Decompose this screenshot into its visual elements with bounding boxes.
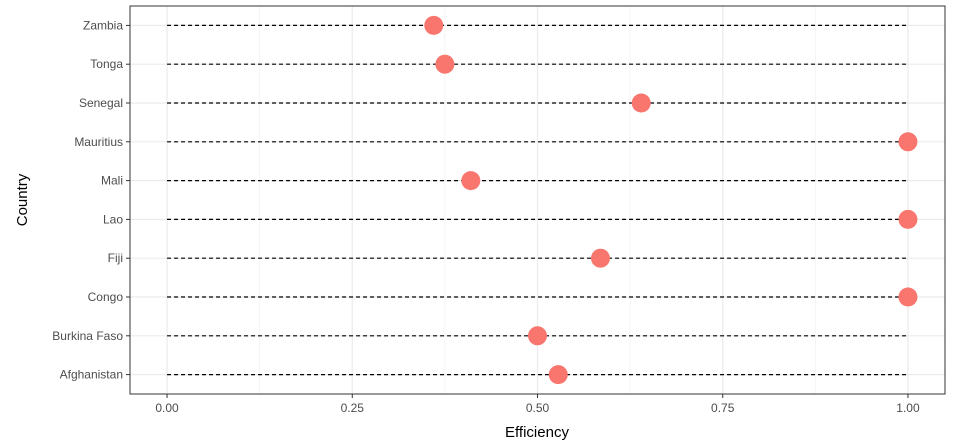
grid-lines: [130, 6, 945, 394]
y-tick-label: Mauritius: [74, 135, 123, 149]
y-tick-label: Congo: [88, 290, 124, 304]
y-tick-label: Fiji: [108, 251, 123, 265]
data-point: [461, 171, 481, 191]
data-point: [631, 93, 651, 113]
x-tick-label: 0.75: [711, 401, 735, 415]
x-tick-label: 1.00: [896, 401, 920, 415]
y-tick-label: Afghanistan: [60, 368, 123, 382]
y-tick-label: Lao: [103, 212, 123, 226]
y-axis: Zambia Tonga Senegal Mauritius Mali Lao Fiji Co…: [52, 18, 130, 382]
x-axis: 0.00 0.25 0.50 0.75 1.00: [155, 394, 920, 415]
x-tick-label: 0.50: [526, 401, 550, 415]
data-point: [435, 54, 455, 74]
y-axis-title: Country: [14, 173, 31, 226]
data-point: [548, 365, 568, 385]
data-point: [590, 248, 610, 268]
x-axis-title: Efficiency: [505, 424, 569, 441]
data-point: [424, 15, 444, 35]
y-tick-label: Tonga: [90, 57, 123, 71]
data-point: [528, 326, 547, 346]
y-tick-label: Mali: [101, 174, 123, 188]
data-point: [898, 287, 918, 307]
x-tick-label: 0.00: [155, 401, 179, 415]
y-tick-label: Burkina Faso: [52, 329, 123, 343]
data-points: [424, 15, 918, 385]
data-point: [898, 209, 918, 229]
x-tick-label: 0.25: [341, 401, 365, 415]
y-tick-label: Zambia: [83, 18, 123, 32]
dashed-reference-lines: [167, 24, 908, 376]
data-point: [898, 132, 918, 152]
y-tick-label: Senegal: [79, 96, 123, 110]
